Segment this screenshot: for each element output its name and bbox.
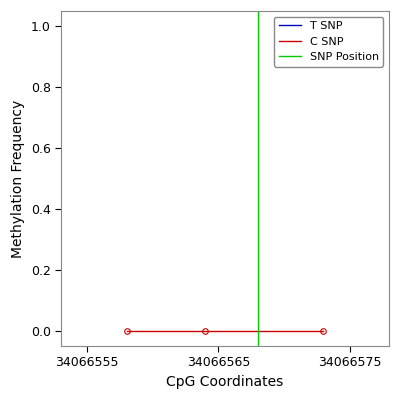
X-axis label: CpG Coordinates: CpG Coordinates (166, 375, 284, 389)
Legend: T SNP, C SNP, SNP Position: T SNP, C SNP, SNP Position (274, 17, 383, 67)
Y-axis label: Methylation Frequency: Methylation Frequency (11, 99, 25, 258)
